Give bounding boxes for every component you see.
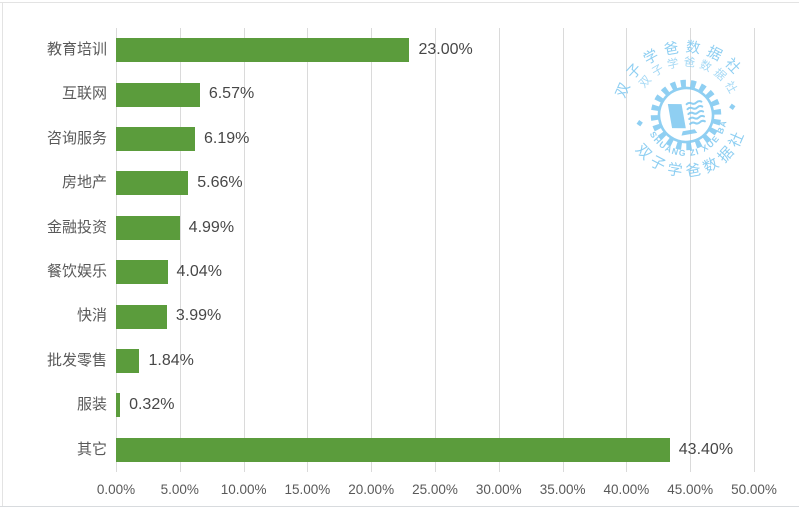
x-tick-label: 35.00% <box>539 482 586 497</box>
x-tick-label: 45.00% <box>667 482 714 497</box>
bar <box>116 126 195 151</box>
x-tick-label: 15.00% <box>284 482 331 497</box>
bar <box>116 304 167 329</box>
category-axis: 教育培训互联网咨询服务房地产金融投资餐饮娱乐快消批发零售服装其它 <box>0 28 116 472</box>
value-label: 5.66% <box>197 174 243 192</box>
bar-row: 4.99% <box>116 206 754 250</box>
x-tick-label: 40.00% <box>603 482 650 497</box>
gridline <box>690 28 692 472</box>
bar <box>116 215 180 240</box>
bar <box>116 38 410 63</box>
gridline <box>371 28 373 472</box>
bar <box>116 260 168 285</box>
gridline <box>498 28 500 472</box>
gridline <box>243 28 245 472</box>
x-tick-label: 10.00% <box>220 482 267 497</box>
gridline <box>116 28 117 472</box>
category-label: 批发零售 <box>46 351 107 369</box>
x-axis: 0.00% 5.00% 10.00% 15.00% 20.00% 25.00% 30.00%… <box>0 482 799 500</box>
chart-border-left <box>2 2 3 506</box>
bar-row: 3.99% <box>116 294 754 338</box>
category-label: 互联网 <box>61 85 107 103</box>
gridline <box>307 28 309 472</box>
category-label: 咨询服务 <box>46 129 107 147</box>
bar-row: 6.57% <box>116 72 754 116</box>
bar <box>116 82 200 107</box>
x-tick-label: 25.00% <box>412 482 458 497</box>
x-tick-label: 0.00% <box>96 482 136 497</box>
bar-row: 43.40% <box>116 428 754 472</box>
value-label: 6.57% <box>208 85 255 103</box>
category-label: 房地产 <box>61 174 107 192</box>
value-label: 4.04% <box>176 263 222 280</box>
gridline <box>179 28 181 472</box>
bar-row: 5.66% <box>116 161 754 205</box>
bar-row: 6.19% <box>116 117 754 161</box>
bar <box>116 171 189 196</box>
value-label: 43.40% <box>678 440 734 458</box>
gridline <box>754 28 755 472</box>
chart-border-bottom <box>0 506 799 507</box>
plot-area: 23.00% 6.57% 6.19% 5.66% 4.99% 4.04% 3.99% 1.84… <box>116 28 755 472</box>
category-label: 金融投资 <box>46 218 107 236</box>
bar-row: 4.04% <box>116 250 754 294</box>
category-label: 其它 <box>76 440 107 458</box>
bar <box>116 393 121 418</box>
category-label: 教育培训 <box>46 41 107 58</box>
x-tick-label: 20.00% <box>348 482 395 497</box>
bar-row: 1.84% <box>116 339 754 383</box>
bar-row: 23.00% <box>116 28 754 72</box>
gridline <box>562 28 564 472</box>
value-label: 6.19% <box>203 129 250 147</box>
value-label: 3.99% <box>175 307 222 325</box>
bar-row: 0.32% <box>116 383 754 427</box>
x-tick-label: 50.00% <box>731 482 777 497</box>
bar <box>116 348 140 373</box>
category-label: 餐饮娱乐 <box>46 263 107 280</box>
value-label: 1.84% <box>148 351 194 369</box>
x-tick-label: 5.00% <box>160 482 199 497</box>
value-label: 4.99% <box>188 218 235 236</box>
gridline <box>626 28 628 472</box>
chart-border-top <box>0 2 799 3</box>
value-label: 0.32% <box>129 396 175 414</box>
x-tick-label: 30.00% <box>475 482 522 497</box>
gridline <box>435 28 436 472</box>
value-label: 23.00% <box>418 41 473 58</box>
category-label: 快消 <box>76 307 107 325</box>
bar <box>116 437 670 462</box>
category-label: 服装 <box>76 396 107 414</box>
